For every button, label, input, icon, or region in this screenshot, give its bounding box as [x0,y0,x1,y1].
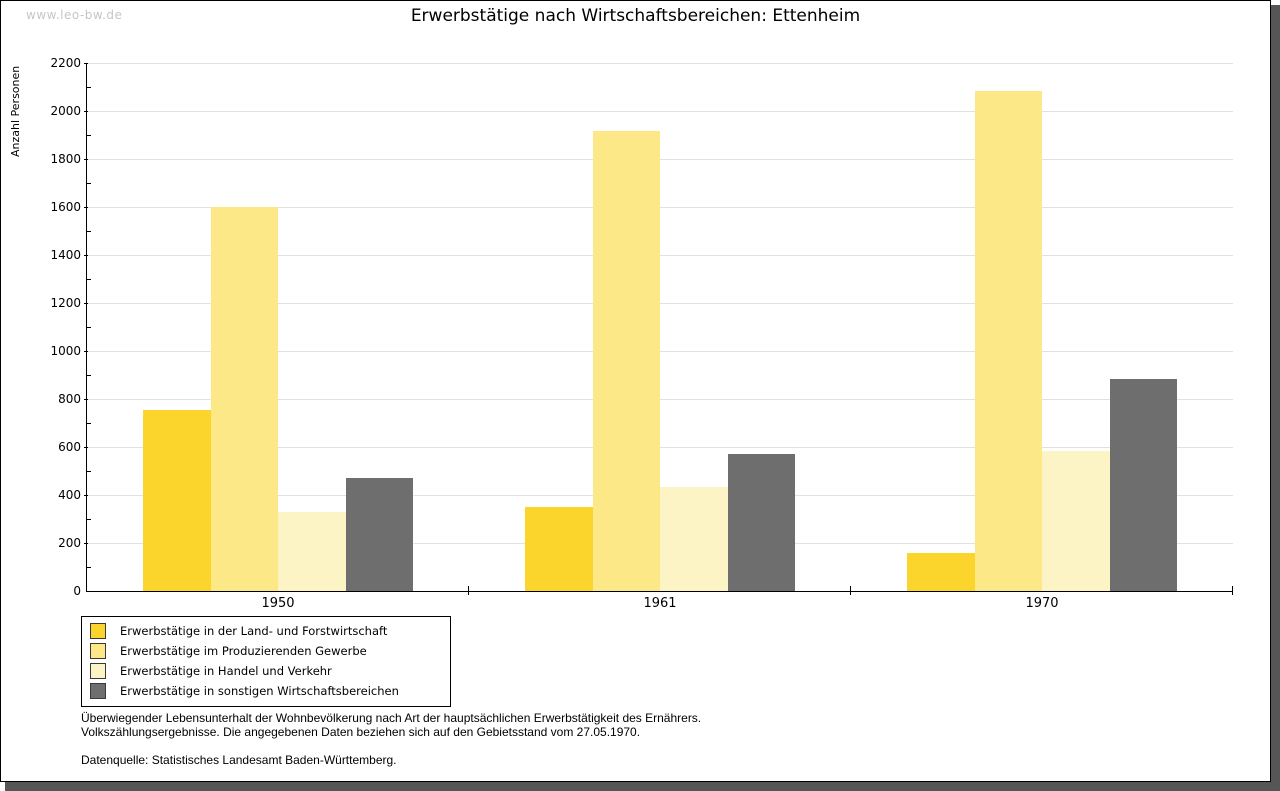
gridline-1600 [87,206,1233,208]
y-tick-label-2000: 2000 [50,104,81,118]
y-major-tick-2000 [84,110,88,112]
y-minor-tick-1700 [87,182,91,184]
legend-label-3: Erwerbstätige in Handel und Verkehr [120,664,332,678]
legend-item-1: Erwerbstätige in der Land- und Forstwirt… [82,621,450,641]
x-boundary-tick-3 [1232,586,1233,595]
y-tick-label-200: 200 [58,536,81,550]
gridline-1800 [87,158,1233,160]
y-minor-tick-500 [87,470,91,472]
legend-item-4: Erwerbstätige in sonstigen Wirtschaftsbe… [82,681,450,701]
footnote-line-1: Überwiegender Lebensunterhalt der Wohnbe… [81,711,702,725]
x-boundary-tick-1 [468,586,469,595]
y-major-tick-1200 [84,302,88,304]
y-minor-tick-2100 [87,86,91,88]
y-tick-label-1800: 1800 [50,152,81,166]
y-tick-label-1400: 1400 [50,248,81,262]
y-minor-tick-700 [87,422,91,424]
legend-item-2: Erwerbstätige im Produzierenden Gewerbe [82,641,450,661]
y-major-tick-400 [84,494,88,496]
y-minor-tick-300 [87,518,91,520]
legend-swatch-icon-4 [90,683,106,699]
bar-1970-series-1 [907,552,975,591]
y-major-tick-200 [84,542,88,544]
y-tick-label-2200: 2200 [50,56,81,70]
gridline-1200 [87,302,1233,304]
y-minor-tick-100 [87,566,91,568]
y-minor-tick-1100 [87,326,91,328]
plot-area: 0 200 400 600 800 1000 1200 1400 1600 1800 2000 220… [50,56,1233,611]
legend-swatch-icon-1 [90,623,106,639]
footnotes: Überwiegender Lebensunterhalt der Wohnbe… [81,711,701,767]
y-tick-label-1600: 1600 [50,200,81,214]
chart-title: Erwerbstätige nach Wirtschaftsbereichen:… [410,6,861,26]
legend-label-2: Erwerbstätige im Produzierenden Gewerbe [120,644,367,658]
y-minor-tick-1900 [87,134,91,136]
y-major-tick-1400 [84,254,88,256]
legend: Erwerbstätige in der Land- und Forstwirt… [81,616,451,707]
bar-1970-series-3 [1042,450,1110,591]
gridline-600 [87,446,1233,448]
y-tick-label-1000: 1000 [50,344,81,358]
watermark: www.leo-bw.de [26,8,123,22]
bar-1961-series-1 [525,507,593,591]
y-minor-tick-1500 [87,230,91,232]
legend-item-3: Erwerbstätige in Handel und Verkehr [82,661,450,681]
gridline-1000 [87,350,1233,352]
y-major-tick-600 [84,446,88,448]
y-tick-label-0: 0 [73,584,81,598]
gridline-800 [87,398,1233,400]
bar-1961-series-3 [660,486,728,591]
legend-label-4: Erwerbstätige in sonstigen Wirtschaftsbe… [120,684,399,698]
bar-1970-series-4 [1109,378,1177,591]
y-tick-label-1200: 1200 [50,296,81,310]
x-category-label-1950: 1950 [261,596,295,611]
footnote-line-2: Volkszählungsergebnisse. Die angegebenen… [81,725,641,739]
legend-items: Erwerbstätige in der Land- und Forstwirt… [82,621,450,701]
y-major-tick-1000 [84,350,88,352]
y-major-tick-800 [84,398,88,400]
x-boundary-tick-2 [850,586,851,595]
y-minor-tick-1300 [87,278,91,280]
legend-swatch-icon-2 [90,643,106,659]
legend-swatch-icon-3 [90,663,106,679]
y-major-tick-1800 [84,158,88,160]
bar-1961-series-2 [592,131,660,591]
window-shadow-bottom [5,782,1271,791]
bar-1950-series-1 [143,409,211,591]
y-major-tick-2200 [84,62,88,64]
y-axis-title: Anzahl Personen [9,65,22,157]
gridline-2000 [87,110,1233,112]
bar-1961-series-4 [727,454,795,591]
bar-1970-series-2 [974,90,1042,591]
window-shadow-right [1271,5,1280,791]
x-category-label-1970: 1970 [1025,596,1059,611]
bar-1950-series-4 [345,478,413,591]
y-tick-label-800: 800 [58,392,81,406]
x-category-label-1961: 1961 [643,596,677,611]
data-source-line: Datenquelle: Statistisches Landesamt Bad… [81,753,397,767]
y-minor-tick-900 [87,374,91,376]
legend-label-1: Erwerbstätige in der Land- und Forstwirt… [120,624,388,638]
y-tick-label-600: 600 [58,440,81,454]
gridline-2200 [87,62,1233,64]
y-tick-label-400: 400 [58,488,81,502]
bar-1950-series-3 [278,511,346,591]
bar-1950-series-2 [210,207,278,591]
gridline-1400 [87,254,1233,256]
y-major-tick-1600 [84,206,88,208]
